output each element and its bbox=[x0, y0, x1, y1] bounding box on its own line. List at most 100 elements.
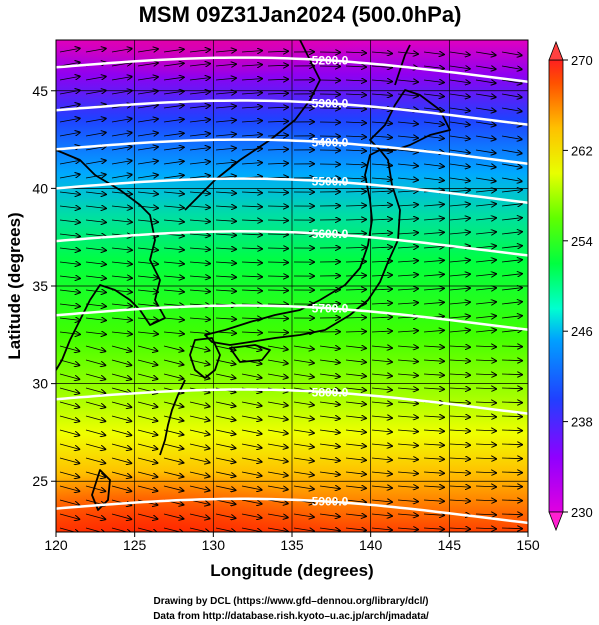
wind-arrow bbox=[189, 176, 210, 178]
wind-arrow bbox=[423, 122, 444, 125]
wind-arrow bbox=[345, 388, 366, 390]
wind-arrow bbox=[215, 50, 236, 52]
wind-arrow bbox=[267, 192, 288, 193]
wind-arrow bbox=[163, 220, 184, 222]
wind-arrow bbox=[189, 471, 210, 477]
wind-arrow bbox=[59, 471, 79, 477]
wind-arrow bbox=[319, 528, 340, 531]
wind-arrow bbox=[137, 91, 158, 94]
wind-arrow bbox=[397, 472, 418, 474]
wind-arrow bbox=[267, 93, 288, 94]
wind-arrow bbox=[189, 345, 210, 351]
wind-arrow bbox=[475, 374, 496, 375]
wind-arrow bbox=[423, 94, 444, 97]
wind-arrow bbox=[397, 191, 418, 192]
wind-arrow bbox=[111, 387, 131, 393]
wind-arrow bbox=[111, 262, 132, 264]
wind-arrow bbox=[137, 290, 158, 292]
wind-arrow bbox=[163, 63, 184, 66]
wind-arrow bbox=[59, 457, 79, 463]
wind-arrow bbox=[449, 472, 470, 473]
wind-arrow bbox=[267, 51, 288, 52]
wind-arrow bbox=[345, 219, 366, 220]
wind-arrow bbox=[397, 94, 418, 96]
colorbar-tick-label: 230 bbox=[571, 505, 593, 520]
wind-arrow bbox=[111, 206, 132, 208]
wind-arrow bbox=[475, 302, 496, 304]
wind-arrow bbox=[475, 218, 496, 220]
colorbar-top-arrow bbox=[548, 40, 564, 61]
wind-arrow bbox=[397, 52, 418, 54]
wind-arrow bbox=[293, 360, 314, 363]
wind-arrow bbox=[137, 248, 158, 250]
wind-arrow bbox=[423, 472, 444, 473]
wind-arrow bbox=[397, 178, 418, 180]
wind-arrow bbox=[241, 373, 262, 378]
wind-arrow bbox=[241, 121, 262, 122]
x-axis-ticks: 120 125 130 135 140 145 150 bbox=[44, 532, 540, 553]
colorbar-bottom-arrow bbox=[548, 511, 564, 532]
wind-arrow bbox=[423, 274, 444, 276]
wind-arrow bbox=[163, 513, 183, 519]
height-contour-label: 5200.0 bbox=[312, 53, 349, 67]
wind-arrow bbox=[501, 288, 522, 290]
wind-arrow bbox=[449, 218, 470, 220]
y-tick-label: 40 bbox=[32, 180, 48, 196]
colorbar-tick-label: 238 bbox=[571, 415, 593, 430]
wind-arrow bbox=[345, 80, 366, 81]
wind-arrow bbox=[423, 136, 444, 139]
wind-arrow bbox=[371, 472, 392, 474]
wind-arrow bbox=[501, 374, 522, 375]
wind-arrow bbox=[85, 457, 105, 463]
wind-arrow bbox=[475, 416, 496, 417]
wind-arrow bbox=[59, 513, 79, 519]
wind-arrow bbox=[59, 304, 80, 306]
wind-arrow bbox=[371, 317, 392, 318]
wind-arrow bbox=[85, 513, 105, 519]
wind-arrow bbox=[85, 443, 105, 449]
wind-arrow bbox=[345, 514, 366, 516]
wind-arrow bbox=[215, 78, 236, 80]
wind-arrow bbox=[85, 220, 106, 222]
wind-arrow bbox=[59, 90, 80, 95]
wind-arrow bbox=[449, 190, 470, 192]
wind-arrow bbox=[501, 302, 522, 304]
wind-arrow bbox=[111, 359, 131, 365]
wind-arrow bbox=[345, 94, 366, 95]
wind-arrow bbox=[397, 458, 418, 460]
wind-arrow bbox=[241, 443, 262, 448]
credit-line-2: Data from http://database.rish.kyoto–u.a… bbox=[153, 611, 429, 622]
wind-arrow bbox=[423, 430, 444, 431]
wind-arrow bbox=[241, 276, 262, 277]
wind-arrow bbox=[449, 260, 470, 262]
wind-arrow bbox=[475, 80, 496, 83]
height-contours: 5200.0 5300.0 5400.0 5500.0 5600.0 5700.0 5800… bbox=[56, 53, 528, 525]
wind-arrow bbox=[215, 332, 236, 333]
wind-arrow bbox=[215, 206, 236, 207]
wind-arrow bbox=[163, 485, 183, 491]
wind-arrow bbox=[163, 133, 184, 136]
wind-arrow bbox=[163, 359, 183, 365]
wind-arrow bbox=[423, 218, 444, 220]
wind-arrow bbox=[111, 119, 132, 122]
wind-arrow bbox=[371, 219, 392, 220]
wind-arrow bbox=[371, 374, 392, 376]
height-contour-line bbox=[56, 388, 528, 415]
wind-arrow bbox=[501, 260, 522, 262]
wind-arrow bbox=[371, 360, 392, 362]
wind-arrow bbox=[501, 528, 522, 529]
wind-arrow bbox=[267, 527, 288, 532]
wind-arrow bbox=[449, 388, 470, 389]
y-tick-label: 35 bbox=[32, 278, 48, 294]
wind-arrow bbox=[189, 415, 210, 421]
wind-arrow bbox=[449, 374, 470, 375]
wind-arrow bbox=[319, 360, 340, 363]
wind-arrow bbox=[371, 528, 392, 530]
wind-arrow bbox=[163, 49, 184, 52]
wind-arrow bbox=[293, 416, 314, 419]
wind-arrow bbox=[475, 274, 496, 276]
wind-arrow bbox=[501, 164, 522, 167]
wind-arrow bbox=[449, 486, 470, 487]
wind-arrow bbox=[137, 133, 158, 136]
wind-arrow bbox=[189, 443, 210, 449]
